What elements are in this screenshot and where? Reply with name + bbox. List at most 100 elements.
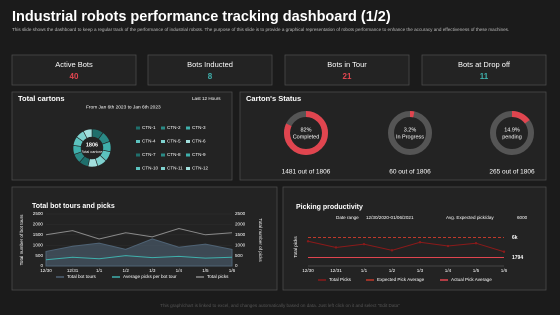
y-tick-label: 2000 (33, 222, 44, 227)
x-tick-label: 1/4 (176, 268, 183, 273)
x-tick-label: 1/2 (389, 268, 396, 273)
legend-swatch (136, 153, 140, 157)
gauge-caption: 265 out of 1806 (489, 169, 535, 176)
gauge-label: pending (502, 134, 522, 140)
line (45, 228, 233, 240)
kpi-value: 21 (343, 72, 352, 81)
expected-label: Avg. Expected pick/day (446, 215, 494, 220)
y-tick-label: 1000 (33, 242, 44, 247)
legend-swatch (136, 167, 140, 170)
value-label: 1794 (512, 255, 523, 261)
y2-tick-label: 0 (235, 263, 238, 268)
point (362, 242, 366, 246)
y-axis-label: Total number of bot tours (19, 214, 24, 266)
kpi-label: Bots in Tour (327, 60, 367, 69)
point (390, 249, 394, 252)
y2-tick-label: 1000 (235, 242, 246, 247)
y2-tick-label: 500 (235, 253, 243, 258)
y-tick-label: 500 (35, 253, 43, 258)
line (45, 255, 233, 261)
y2-tick-label: 2500 (235, 211, 246, 216)
y2-axis-label: Total number of picks (258, 218, 263, 262)
panel-title: Carton's Status (246, 94, 301, 103)
point (418, 241, 422, 244)
legend-swatch (186, 153, 190, 157)
point (474, 242, 478, 245)
kpi-label: Active Bots (55, 60, 93, 69)
legend-label: CTN-9 (192, 152, 206, 157)
kpi-card (11, 54, 137, 86)
legend-label: CTN-7 (142, 152, 156, 157)
date-range-label: Date range (336, 215, 359, 220)
kpi-value: 8 (208, 72, 213, 81)
gauge-arc (388, 111, 432, 155)
kpi-card (284, 54, 410, 86)
legend-swatch (136, 140, 140, 143)
panel-title: Total bot tours and picks (32, 203, 115, 210)
kpi-value: 11 (480, 72, 489, 81)
gauge-arc (490, 111, 534, 155)
y-tick-label: 1500 (33, 232, 44, 237)
kpi-label: Bots at Drop off (458, 60, 511, 69)
kpi-value: 40 (70, 72, 79, 81)
legend-swatch (161, 126, 165, 130)
y-tick-label: 2500 (33, 211, 44, 216)
panel (11, 186, 278, 291)
legend-swatch (161, 153, 165, 157)
title: Industrial robots performance tracking d… (12, 9, 391, 25)
donut-segment (82, 128, 93, 139)
legend-label: CTN-8 (167, 152, 181, 157)
kpi-card (421, 54, 547, 86)
legend-label: CTN-11 (167, 166, 183, 171)
legend-label: CTN-3 (192, 125, 206, 130)
panel (11, 91, 233, 181)
gauge-caption: 1481 out of 1806 (282, 169, 331, 176)
point (502, 250, 506, 253)
x-tick-label: 12/31 (67, 268, 79, 273)
legend-swatch (136, 126, 140, 130)
point (306, 240, 310, 243)
legend-label: CTN-2 (167, 125, 181, 130)
gauge-caption: 60 out of 1806 (389, 169, 431, 176)
legend-label: Total bot tours (67, 274, 97, 279)
x-tick-label: 12/30 (40, 268, 52, 273)
y2-tick-label: 1500 (235, 232, 246, 237)
legend-label: Average picks per bot tour (123, 274, 177, 279)
legend-swatch (186, 126, 190, 130)
y2-tick-label: 2000 (235, 222, 246, 227)
x-tick-label: 1/6 (229, 268, 236, 273)
center-label: Total cartons (81, 150, 103, 154)
x-tick-label: 1/2 (123, 268, 130, 273)
gauge-label: In Progress (396, 134, 424, 140)
center-value: 1806 (86, 142, 98, 148)
date-range: From Jan 6th 2023 to Jan 6th 2023 (86, 104, 161, 110)
subtitle: Last 12 Hours (192, 96, 221, 101)
y-axis-label: Total picks (293, 236, 298, 258)
kpi-label: Bots Inducted (187, 60, 233, 69)
gauge-label: Completed (293, 134, 320, 140)
legend-label: Expected Pick Average (377, 277, 425, 282)
legend-swatch (186, 167, 190, 170)
legend-label: Actual Pick Average (451, 277, 492, 282)
x-tick-label: 1/3 (149, 268, 156, 273)
legend-swatch (161, 167, 165, 170)
value-label: 6k (512, 235, 518, 241)
gauge-value: 3.2% (404, 127, 417, 133)
point (446, 244, 450, 248)
legend-swatch (161, 140, 165, 143)
area (45, 238, 233, 267)
legend-label: Total Picks (329, 277, 352, 282)
legend-label: Total picks (207, 274, 229, 279)
x-tick-label: 12/31 (330, 268, 342, 273)
x-tick-label: 1/1 (361, 268, 368, 273)
gauge-value: 82% (300, 127, 311, 133)
x-tick-label: 1/5 (473, 268, 480, 273)
panel (282, 186, 547, 291)
kpi-card (147, 54, 273, 86)
x-tick-label: 1/3 (417, 268, 424, 273)
legend-label: CTN-6 (192, 139, 206, 144)
footer: This graph/chart is linked to excel, and… (160, 303, 400, 308)
date-range: 12/30/2020-01/06/2021 (366, 215, 414, 220)
description-box: This slide shows the dashboard to keep a… (12, 27, 509, 32)
